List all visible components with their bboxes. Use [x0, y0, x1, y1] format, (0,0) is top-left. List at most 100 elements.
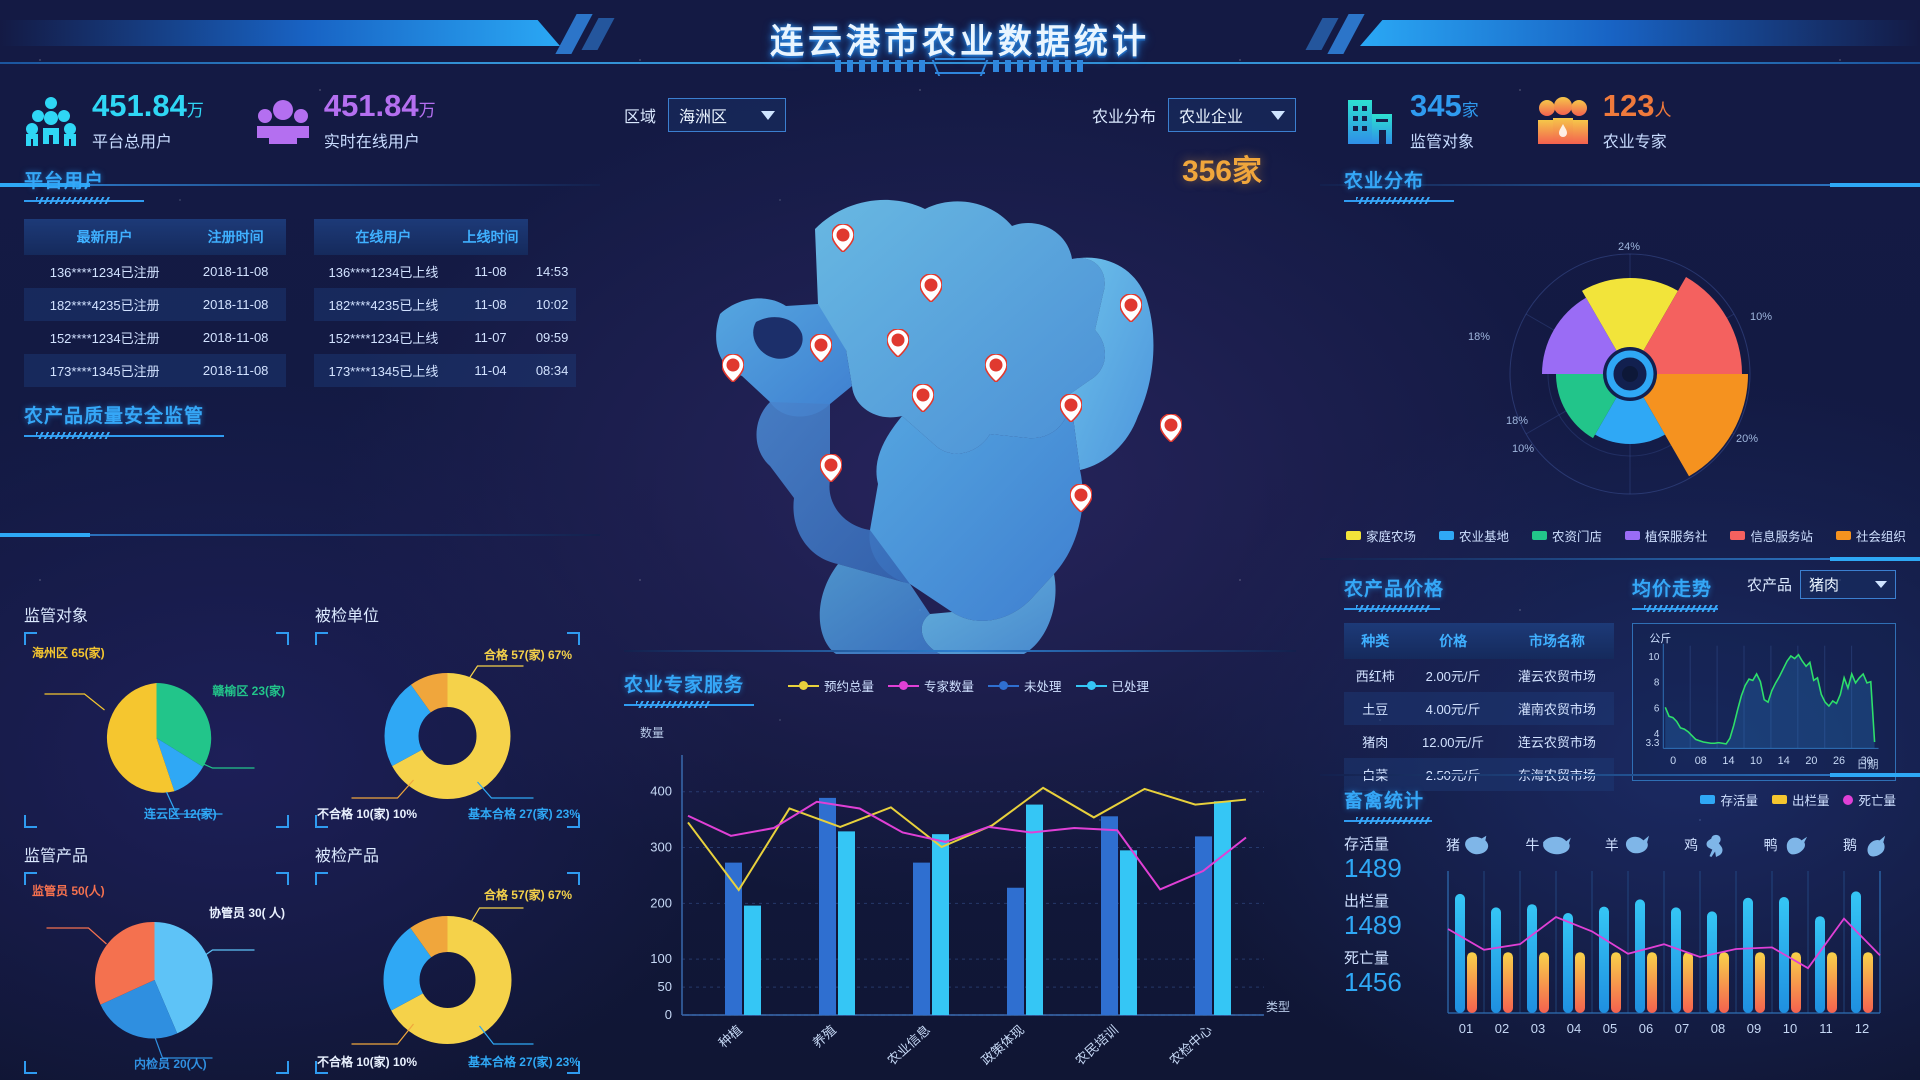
bar[interactable] [838, 831, 855, 1015]
table-row[interactable]: 182****4235已注册 2018-11-08 [24, 288, 286, 321]
map-marker[interactable] [1059, 393, 1083, 424]
bar-alive[interactable] [1455, 893, 1465, 1013]
table-row[interactable]: 西红柿 2.00元/斤 灌云农贸市场 [1344, 659, 1614, 692]
map-marker[interactable] [831, 223, 855, 254]
bar[interactable] [932, 834, 949, 1015]
bar-output[interactable] [1539, 952, 1549, 1013]
羊-icon [1625, 835, 1649, 854]
animal-tab-鹅[interactable]: 鹅 [1843, 833, 1890, 857]
bar-output[interactable] [1611, 952, 1621, 1013]
livestock-section: 畜禽统计 存活量 出栏量 死亡量 存活量 1489 出栏量 1489 死亡量 145… [1344, 786, 1896, 1054]
bar-output[interactable] [1647, 952, 1657, 1013]
region-select[interactable]: 海洲区 [668, 98, 787, 132]
rose-chart[interactable]: 24% 10% 20% 18% 10% 18% [1450, 224, 1810, 524]
bar-alive[interactable] [1671, 907, 1681, 1013]
map-marker[interactable] [1119, 293, 1143, 324]
bar-output[interactable] [1683, 952, 1693, 1013]
distribution-select[interactable]: 农业企业 [1168, 98, 1296, 132]
x-tick-label: 14 [1778, 755, 1790, 767]
bar[interactable] [1026, 804, 1043, 1015]
table-row[interactable]: 152****1234已上线 11-07 09:59 [314, 321, 576, 354]
map-marker[interactable] [1069, 483, 1093, 514]
pie-supervised-objects[interactable]: 海州区 65(家) 赣榆区 23(家) 连云区 12(家) [24, 632, 289, 828]
region-map[interactable] [640, 154, 1280, 654]
bar[interactable] [819, 797, 836, 1015]
legend-item[interactable]: 预约总量 [788, 676, 874, 695]
map-marker[interactable] [819, 453, 843, 484]
bar-output[interactable] [1863, 952, 1873, 1013]
map-marker[interactable] [911, 383, 935, 414]
legend-item[interactable]: 家庭农场 [1346, 526, 1416, 545]
legend-item[interactable]: 信息服务站 [1730, 526, 1813, 545]
bar[interactable] [725, 862, 742, 1015]
legend-item[interactable]: 专家数量 [888, 676, 974, 695]
animal-tab-鸡[interactable]: 鸡 [1684, 833, 1731, 857]
trend-line-chart[interactable]: 公斤 3.34 6 8 10 0 08 14 10 14 20 26 30 日期 [1632, 623, 1896, 781]
legend-item[interactable]: 已处理 [1075, 676, 1149, 695]
donut-label-0: 合格 57(家) 67% [483, 648, 572, 662]
bar[interactable] [744, 905, 761, 1015]
bar-output[interactable] [1503, 952, 1513, 1013]
legend-item[interactable]: 出栏量 [1771, 790, 1829, 809]
bar-alive[interactable] [1527, 904, 1537, 1013]
map-marker[interactable] [809, 333, 833, 364]
animal-tab-鸭[interactable]: 鸭 [1764, 833, 1811, 857]
bar[interactable] [1120, 850, 1137, 1015]
legend-item[interactable]: 存活量 [1700, 790, 1758, 809]
map-marker[interactable] [919, 273, 943, 304]
table-row[interactable]: 136****1234已上线 11-08 14:53 [314, 255, 576, 288]
bar-alive[interactable] [1743, 897, 1753, 1013]
bar-output[interactable] [1719, 952, 1729, 1013]
x-tick-label: 07 [1675, 1021, 1689, 1036]
expert-service-chart[interactable]: 数量 类型 0 50 100 200 300 400 种植 养殖 农业信息 政策体现 农民培训 农检… [624, 715, 1296, 1075]
map-count-badge: 356家 [1181, 155, 1262, 188]
table-row[interactable]: 173****1345已注册 2018-11-08 [24, 354, 286, 387]
legend-item[interactable]: 植保服务社 [1624, 526, 1707, 545]
table-row[interactable]: 173****1345已上线 11-04 08:34 [314, 354, 576, 387]
trend-product-select[interactable]: 猪肉 [1800, 570, 1896, 599]
animal-tab-羊[interactable]: 羊 [1605, 833, 1652, 857]
bar[interactable] [1214, 801, 1231, 1015]
map-marker[interactable] [721, 353, 745, 384]
y-tick-label: 6 [1654, 703, 1660, 714]
map-marker[interactable] [886, 328, 910, 359]
animal-tab-猪[interactable]: 猪 [1446, 833, 1493, 857]
table-row[interactable]: 土豆 4.00元/斤 灌南农贸市场 [1344, 692, 1614, 725]
doughnut-inspected-products[interactable]: 合格 57(家) 67% 基本合格 27(家) 23% 不合格 10(家) 10… [315, 872, 580, 1074]
bar-output[interactable] [1575, 952, 1585, 1013]
pie-supervised-products[interactable]: 监管员 50(人) 协管员 30( 人) 内检员 20(人) [24, 872, 289, 1074]
map-marker[interactable] [1159, 413, 1183, 444]
bar-alive[interactable] [1563, 913, 1573, 1013]
bar-output[interactable] [1467, 952, 1477, 1013]
legend-item[interactable]: 未处理 [988, 676, 1062, 695]
legend-item[interactable]: 死亡量 [1843, 790, 1896, 809]
table-cell: 2018-11-08 [202, 297, 269, 312]
bar-alive[interactable] [1815, 916, 1825, 1013]
bar[interactable] [1195, 836, 1212, 1015]
legend-item[interactable]: 农业基地 [1438, 526, 1509, 545]
pie-label-2: 连云区 12(家) [144, 807, 217, 821]
table-row[interactable]: 152****1234已注册 2018-11-08 [24, 321, 286, 354]
bar-alive[interactable] [1851, 891, 1861, 1013]
animal-tab-牛[interactable]: 牛 [1525, 833, 1572, 857]
bar[interactable] [913, 862, 930, 1015]
legend-item[interactable]: 农资门店 [1531, 526, 1602, 545]
bar-output[interactable] [1827, 952, 1837, 1013]
legend-marker [1075, 681, 1107, 690]
table-row[interactable]: 136****1234已注册 2018-11-08 [24, 255, 286, 288]
doughnut-inspected-units[interactable]: 合格 57(家) 67% 基本合格 27(家) 23% 不合格 10(家) 10… [315, 632, 580, 828]
bar-output[interactable] [1755, 952, 1765, 1013]
bar-output[interactable] [1791, 952, 1801, 1013]
map-marker[interactable] [984, 353, 1008, 384]
table-row[interactable]: 猪肉 12.00元/斤 连云农贸市场 [1344, 725, 1614, 758]
bar-alive[interactable] [1491, 907, 1501, 1013]
bar-alive[interactable] [1635, 899, 1645, 1013]
bar-alive[interactable] [1599, 906, 1609, 1013]
bar[interactable] [1101, 816, 1118, 1015]
bar-alive[interactable] [1707, 911, 1717, 1013]
table-row[interactable]: 182****4235已上线 11-08 10:02 [314, 288, 576, 321]
bar[interactable] [1007, 887, 1024, 1015]
livestock-chart[interactable]: 01 02 03 04 05 06 07 08 09 10 11 12 [1436, 863, 1888, 1049]
section-underline [24, 432, 224, 440]
legend-item[interactable]: 社会组织 [1835, 526, 1906, 545]
